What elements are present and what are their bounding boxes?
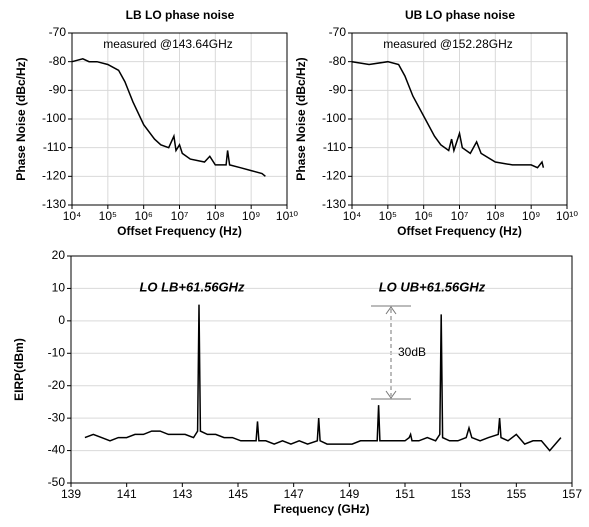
plot-frame: [71, 32, 288, 206]
y-tick-label: -90: [49, 83, 67, 97]
y-tick-label: -70: [329, 25, 347, 39]
y-axis-label: EIRP(dBm): [12, 338, 26, 401]
y-tick-label: -80: [329, 54, 347, 68]
data-line: [71, 58, 266, 177]
x-tick-label: 143: [172, 487, 192, 501]
y-tick-label: -40: [48, 443, 66, 457]
y-tick-label: -10: [48, 345, 66, 359]
y-tick-label: 0: [58, 313, 65, 327]
annotation: 30dB: [398, 345, 426, 359]
x-tick-label: 139: [61, 487, 81, 501]
y-tick-label: -120: [322, 169, 346, 183]
chart-title: LB LO phase noise: [126, 8, 235, 22]
x-tick-label: 10⁴: [343, 209, 362, 223]
y-tick-label: -120: [42, 169, 66, 183]
y-tick-label: -100: [42, 111, 66, 125]
x-tick-label: 10⁶: [415, 209, 433, 223]
annotation: LO LB+61.56GHz: [139, 279, 245, 294]
x-tick-label: 10⁵: [379, 209, 397, 223]
y-tick-label: -110: [43, 140, 66, 154]
x-tick-label: 10⁷: [171, 209, 189, 223]
x-tick-label: 147: [284, 487, 304, 501]
data-line: [351, 60, 545, 169]
y-tick-label: -80: [49, 54, 67, 68]
y-tick-label: -70: [49, 25, 67, 39]
x-tick-label: 10⁹: [242, 209, 261, 223]
x-tick-label: 10⁹: [522, 209, 541, 223]
y-tick-label: 20: [52, 248, 66, 262]
x-tick-label: 10⁸: [486, 209, 504, 223]
annotation: measured @152.28GHz: [383, 37, 513, 51]
x-axis-label: Frequency (GHz): [273, 502, 369, 516]
annotation: measured @143.64GHz: [103, 37, 233, 51]
x-tick-label: 141: [117, 487, 137, 501]
y-tick-label: -130: [322, 197, 346, 211]
x-tick-label: 155: [506, 487, 526, 501]
x-tick-label: 10⁵: [99, 209, 117, 223]
y-axis-label: Phase Noise (dBc/Hz): [14, 57, 28, 180]
x-tick-label: 145: [228, 487, 248, 501]
y-tick-label: -20: [48, 378, 66, 392]
y-tick-label: -110: [323, 140, 346, 154]
y-tick-label: -90: [329, 83, 347, 97]
x-axis-label: Offset Frequency (Hz): [117, 224, 242, 238]
arrow-heads: [385, 306, 397, 399]
y-tick-label: -50: [48, 475, 66, 489]
plot-frame: [351, 32, 568, 206]
x-tick-label: 153: [451, 487, 471, 501]
eirp-arrow: [371, 305, 411, 400]
y-tick-label: -100: [322, 111, 346, 125]
x-tick-label: 149: [339, 487, 359, 501]
x-tick-label: 151: [395, 487, 415, 501]
annotation: LO UB+61.56GHz: [379, 279, 486, 294]
chart-title: UB LO phase noise: [405, 8, 515, 22]
x-tick-label: 10¹⁰: [276, 209, 298, 223]
x-tick-label: 10¹⁰: [556, 209, 578, 223]
plot-frame: [70, 255, 573, 484]
x-tick-label: 10⁴: [63, 209, 82, 223]
x-tick-label: 10⁷: [451, 209, 469, 223]
x-tick-label: 10⁸: [206, 209, 224, 223]
x-tick-label: 10⁶: [135, 209, 153, 223]
y-axis-label: Phase Noise (dBc/Hz): [294, 57, 308, 180]
x-axis-label: Offset Frequency (Hz): [397, 224, 522, 238]
y-tick-label: -30: [48, 410, 66, 424]
data-line: [84, 304, 562, 452]
x-tick-label: 157: [562, 487, 582, 501]
y-tick-label: 10: [52, 281, 66, 295]
y-tick-label: -130: [42, 197, 66, 211]
